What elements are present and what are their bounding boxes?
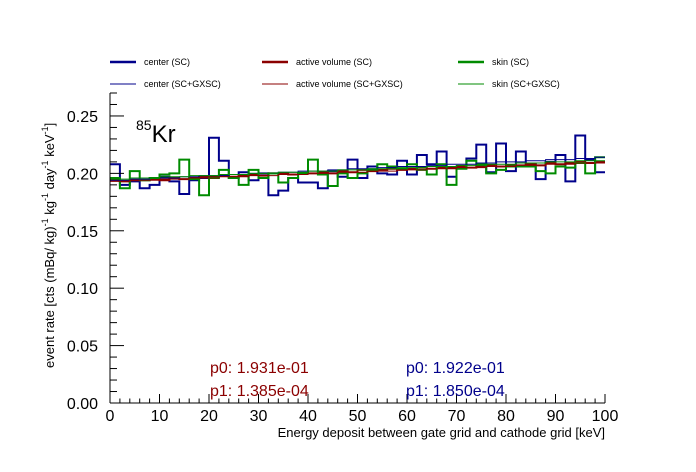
legend-label: skin (SC) <box>492 57 529 67</box>
x-tick-label: 60 <box>398 408 416 425</box>
x-tick-label: 30 <box>250 408 268 425</box>
fit-red-p1: p1: 1.385e-04 <box>210 383 309 400</box>
x-tick-label: 20 <box>200 408 218 425</box>
y-tick-label: 0.00 <box>67 396 98 413</box>
y-tick-label: 0.10 <box>67 281 98 298</box>
series-layer <box>110 134 605 197</box>
legend-label: center (SC) <box>144 57 190 67</box>
legend-label: active volume (SC) <box>296 57 372 67</box>
y-tick-label: 0.05 <box>67 339 98 356</box>
x-tick-label: 70 <box>448 408 466 425</box>
isotope-symbol: Kr <box>152 121 176 148</box>
x-tick-label: 90 <box>547 408 565 425</box>
x-tick-label: 100 <box>592 408 619 425</box>
y-tick-label: 0.15 <box>67 224 98 241</box>
fit-blue-p0: p0: 1.922e-01 <box>406 360 505 377</box>
series-center-sc-gxsc <box>110 156 605 181</box>
y-tick-label: 0.25 <box>67 109 98 126</box>
x-tick-label: 10 <box>151 408 169 425</box>
x-tick-label: 50 <box>349 408 367 425</box>
x-tick-label: 80 <box>497 408 515 425</box>
axes: 0 10 20 30 40 50 60 70 80 90 100 0.00 0.05 0.10 0.15 0.… <box>67 92 619 425</box>
series-skin-sc-gxsc <box>110 160 605 180</box>
x-axis-title: Energy deposit between gate grid and cat… <box>278 425 605 440</box>
legend-label: center (SC+GXSC) <box>144 79 221 89</box>
y-axis-title: event rate [cts (mBq/ kg)-1 kg-1 day-1 k… <box>40 123 57 368</box>
y-tick-label: 0.20 <box>67 166 98 183</box>
series-active-volume-sc-gxsc <box>110 162 605 182</box>
fit-blue-p1: p1: 1.850e-04 <box>406 383 505 400</box>
legend-label: skin (SC+GXSC) <box>492 79 560 89</box>
legend: center (SC) active volume (SC) skin (SC) ce… <box>110 57 560 89</box>
x-tick-label: 40 <box>299 408 317 425</box>
fit-red-p0: p0: 1.931e-01 <box>210 360 309 377</box>
x-tick-label: 0 <box>106 408 115 425</box>
isotope-mass: 85 <box>136 117 152 133</box>
isotope-label: 85Kr <box>136 117 176 148</box>
legend-label: active volume (SC+GXSC) <box>296 79 403 89</box>
